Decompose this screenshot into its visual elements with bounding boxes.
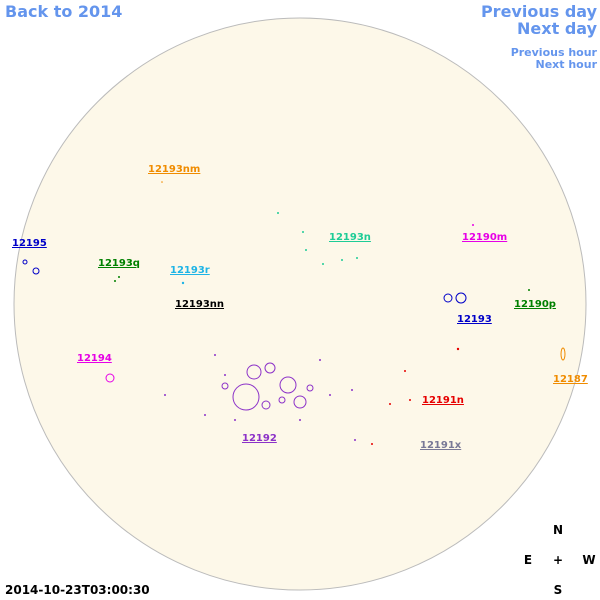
compass-east: E [524,553,532,567]
sunspot-dots [371,347,460,445]
region-label[interactable]: 12193 [457,314,492,325]
solar-disk [13,17,587,591]
next-day-link[interactable]: Next day [517,19,598,38]
previous-day-link[interactable]: Previous day [481,2,598,21]
compass-west: W [582,553,595,567]
sunspot [472,224,474,226]
compass-south: S [554,583,563,597]
sunspot-dots [164,354,356,441]
sunspot-group [221,362,314,411]
region-label[interactable]: 12194 [77,353,112,364]
back-link[interactable]: Back to 2014 [5,2,122,21]
sunspot-dots [114,276,530,291]
region-label[interactable]: 12193r [170,265,210,276]
sunspot [560,347,566,361]
region-label[interactable]: 12193q [98,258,140,269]
sunspot-group [22,259,467,304]
sunspot [105,373,115,383]
compass-north: N [553,523,563,537]
region-label[interactable]: 12190p [514,299,556,310]
sunspot [181,281,185,285]
region-label[interactable]: 12192 [242,433,277,444]
sunspot-dots [277,212,358,265]
region-label[interactable]: 12193nn [175,299,224,310]
region-label[interactable]: 12187 [553,374,588,385]
timestamp: 2014-10-23T03:00:30 [5,583,150,597]
region-label[interactable]: 12191n [422,395,464,406]
region-label[interactable]: 12190m [462,232,507,243]
sunspot [161,181,163,183]
previous-hour-link[interactable]: Previous hour [511,46,598,59]
region-label[interactable]: 12193nm [148,164,200,175]
region-label[interactable]: 12193n [329,232,371,243]
compass-center: + [553,553,563,567]
region-label[interactable]: 12195 [12,238,47,249]
region-label[interactable]: 12191x [420,440,462,451]
next-hour-link[interactable]: Next hour [536,58,598,71]
